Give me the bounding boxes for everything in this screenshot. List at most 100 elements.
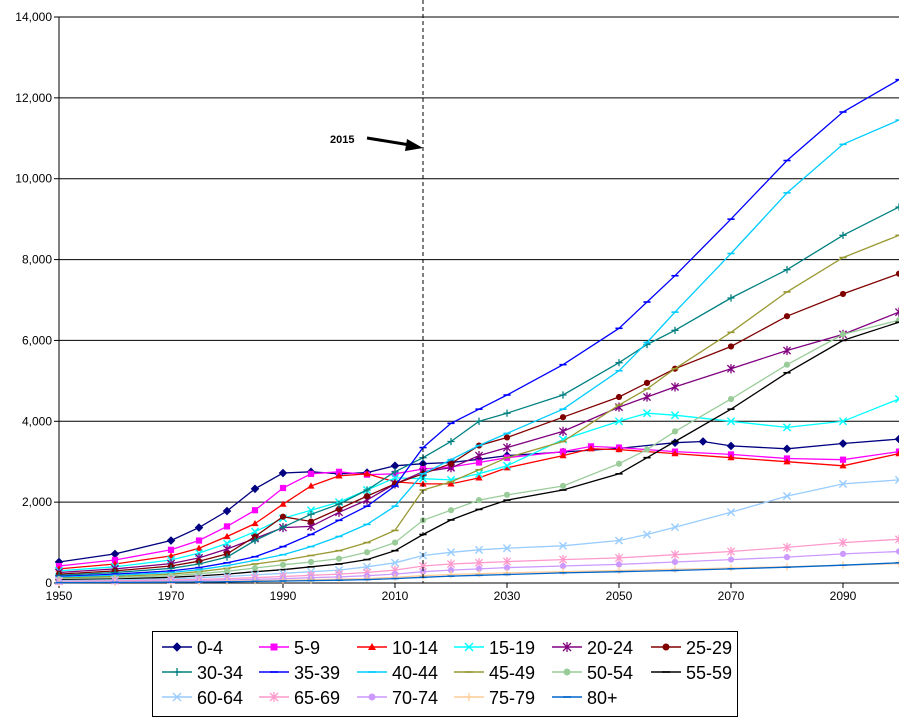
legend-label: 0-4: [197, 638, 223, 658]
x-tick-label: 2090: [830, 589, 857, 603]
data-point: [222, 506, 232, 516]
data-point: [895, 548, 899, 555]
data-point: [474, 451, 484, 461]
data-point: [306, 506, 316, 515]
series-markers-40-44: [55, 119, 899, 579]
year-2015-arrow: [366, 136, 411, 147]
legend-label: 15-19: [489, 638, 535, 658]
data-point: [279, 561, 287, 568]
legend-label: 30-34: [197, 663, 243, 683]
data-point: [642, 409, 652, 418]
y-axis-tick-labels: 0 2,000 4,000 6,000 8,000 10,000 12,000 14,000: [15, 10, 59, 590]
data-point: [194, 523, 204, 532]
data-point: [559, 414, 567, 421]
data-point: [895, 270, 899, 277]
series-markers-35-39: [55, 78, 899, 578]
data-point: [782, 491, 792, 501]
data-point: [671, 428, 679, 435]
data-point: [363, 492, 371, 500]
legend-item: 40-44: [357, 663, 438, 683]
data-point: [895, 203, 899, 211]
data-point: [251, 507, 259, 514]
data-point: [839, 456, 847, 463]
legend-item: 25-29: [651, 638, 732, 658]
data-point: [895, 450, 899, 457]
y-tick-label: 12,000: [15, 91, 52, 105]
data-point: [670, 523, 680, 532]
data-point: [670, 382, 680, 392]
data-point: [447, 480, 455, 487]
series-line-65-69: [58, 538, 899, 583]
data-point: [727, 454, 735, 461]
data-point: [475, 474, 483, 481]
legend-label: 75-79: [489, 688, 535, 708]
data-point: [195, 544, 203, 551]
year-2015-arrowhead: [405, 139, 423, 151]
data-point: [335, 575, 343, 583]
legend-label: 40-44: [392, 663, 438, 683]
data-point: [503, 491, 511, 498]
data-point: [447, 437, 455, 446]
data-point: [727, 556, 735, 563]
data-point: [559, 452, 567, 459]
legend-item: 45-49: [454, 663, 535, 683]
legend-label: 65-69: [294, 688, 340, 708]
data-point: [615, 460, 623, 467]
legend-label: 60-64: [197, 688, 243, 708]
data-point: [335, 505, 343, 513]
data-point: [307, 482, 315, 489]
data-point: [839, 231, 847, 239]
legend-item: 50-54: [552, 663, 633, 683]
y-tick-label: 2,000: [22, 495, 52, 509]
series-35-39: [55, 78, 899, 578]
data-point: [726, 417, 736, 426]
legend-item: 30-34: [162, 663, 243, 683]
data-point: [475, 497, 483, 504]
data-point: [782, 542, 792, 553]
series-80+: [55, 561, 899, 584]
legend-item: 5-9: [259, 638, 320, 658]
data-point: [559, 448, 567, 455]
data-point: [279, 500, 287, 507]
data-point: [839, 290, 847, 298]
data-point: [251, 533, 259, 540]
data-point: [363, 549, 371, 556]
data-point: [502, 461, 512, 470]
legend-item: 20-24: [552, 638, 633, 658]
legend-item: 55-59: [651, 663, 732, 683]
data-point: [278, 468, 288, 478]
legend-label: 45-49: [489, 663, 535, 683]
data-point: [838, 537, 848, 548]
data-point: [447, 460, 455, 467]
legend-label: 70-74: [392, 688, 438, 708]
data-point: [111, 556, 119, 564]
y-tick-label: 14,000: [15, 10, 52, 24]
data-point: [195, 560, 203, 568]
data-point: [782, 345, 792, 356]
data-point: [279, 523, 287, 531]
data-point: [614, 553, 624, 563]
data-point: [251, 519, 259, 527]
data-point: [894, 534, 899, 544]
data-point: [615, 561, 623, 568]
data-point: [643, 379, 651, 386]
data-point: [839, 462, 847, 469]
data-point: [587, 445, 595, 452]
data-point: [839, 550, 847, 557]
data-point: [783, 458, 791, 465]
legend-label: 55-59: [686, 663, 732, 683]
data-point: [782, 423, 792, 432]
legend-item: 60-64: [162, 688, 243, 708]
legend-box: [152, 631, 738, 717]
data-point: [391, 539, 399, 546]
data-point: [670, 550, 680, 560]
legend-item: 0-4: [162, 638, 223, 658]
data-point: [475, 459, 483, 466]
data-point: [502, 442, 512, 453]
data-point: [503, 409, 511, 417]
data-point: [251, 564, 259, 572]
legend-item: 65-69: [259, 688, 340, 708]
data-point: [783, 313, 791, 320]
data-point: [419, 568, 427, 575]
